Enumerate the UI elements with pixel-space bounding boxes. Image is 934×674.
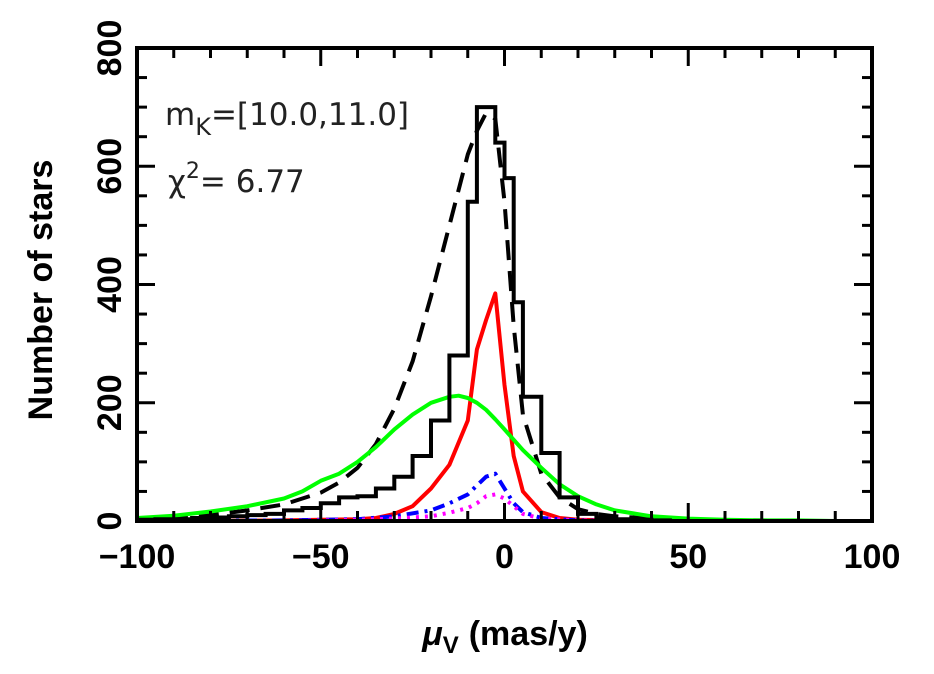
y-tick-label: 800 — [91, 20, 129, 77]
y-tick-label: 0 — [91, 512, 129, 531]
series-line-3 — [137, 393, 872, 521]
axes: −100 −50 0 50 100 0 200 400 600 800 — [91, 20, 900, 576]
annotation-chi-squared: χ2= 6.77 — [168, 159, 305, 200]
series-line-1 — [137, 111, 872, 521]
x-tick-label: −50 — [292, 538, 350, 576]
y-axis-label: Number of stars — [22, 160, 60, 421]
y-tick-label: 200 — [91, 374, 129, 431]
x-tick-label: 0 — [495, 538, 514, 576]
y-tick-label: 400 — [91, 256, 129, 313]
annotation-magnitude: mK=[10.0,11.0] — [165, 97, 409, 141]
x-tick-label: 50 — [669, 538, 707, 576]
y-tick-label: 600 — [91, 138, 129, 195]
x-tick-label: 100 — [844, 538, 901, 576]
x-axis-label: μV (mas/y) — [421, 615, 588, 659]
annotations: mK=[10.0,11.0] χ2= 6.77 — [165, 97, 409, 200]
x-tick-label: −100 — [99, 538, 176, 576]
series-line-2 — [137, 291, 872, 521]
